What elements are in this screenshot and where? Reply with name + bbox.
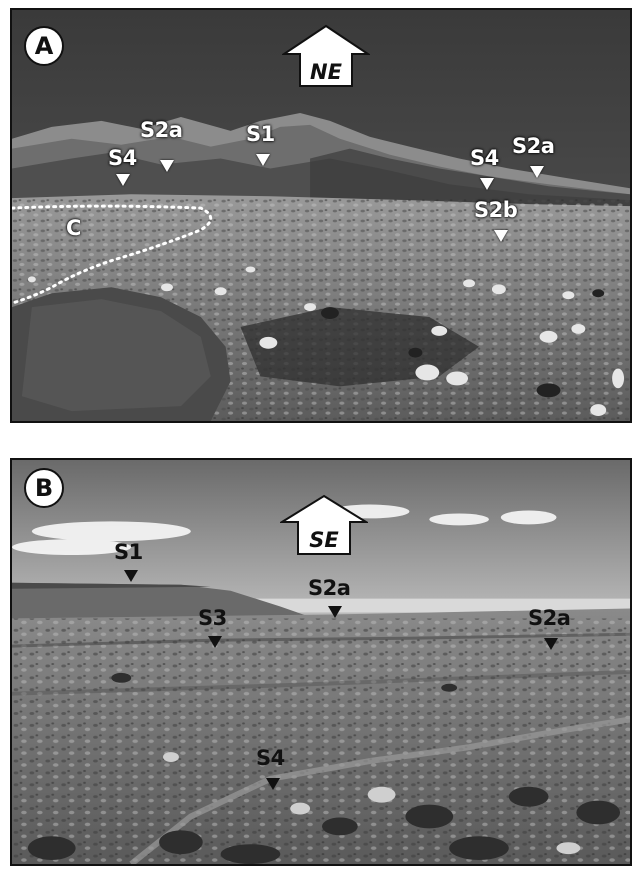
station-label: S1: [114, 540, 143, 564]
station-marker-icon: [480, 178, 494, 190]
station-label: S2a: [308, 576, 351, 600]
photo-panel-b: B SE S1 S2a S3 S2a S4: [10, 458, 632, 866]
station-marker-icon: [544, 638, 558, 650]
station-label: S1: [246, 122, 275, 146]
south-east-arrow: SE: [278, 494, 370, 556]
direction-label-b: SE: [309, 528, 339, 552]
station-marker-icon: [208, 636, 222, 648]
direction-label-a: NE: [310, 60, 342, 84]
panel-a-badge: A: [24, 26, 64, 66]
station-label: S2b: [474, 198, 518, 222]
station-marker-icon: [124, 570, 138, 582]
photo-panel-a: A NE S2a S1 S4 S4 S2a S2b C: [10, 8, 632, 423]
landscape-photo-a: [12, 10, 630, 421]
station-marker-icon: [494, 230, 508, 242]
station-marker-icon: [530, 166, 544, 178]
station-label: S4: [108, 146, 137, 170]
station-label: S3: [198, 606, 227, 630]
station-label: S2a: [512, 134, 555, 158]
direction-arrow-icon: [280, 24, 372, 87]
station-marker-icon: [160, 160, 174, 172]
station-marker-icon: [256, 154, 270, 166]
station-marker-icon: [266, 778, 280, 790]
station-marker-icon: [116, 174, 130, 186]
station-label: S4: [470, 146, 499, 170]
station-marker-icon: [328, 606, 342, 618]
station-label: S4: [256, 746, 285, 770]
north-east-arrow: NE: [280, 24, 372, 88]
station-label: S2a: [140, 118, 183, 142]
direction-arrow-icon: [278, 494, 370, 555]
panel-b-badge: B: [24, 468, 64, 508]
station-label: S2a: [528, 606, 571, 630]
feature-label-c: C: [66, 216, 81, 240]
